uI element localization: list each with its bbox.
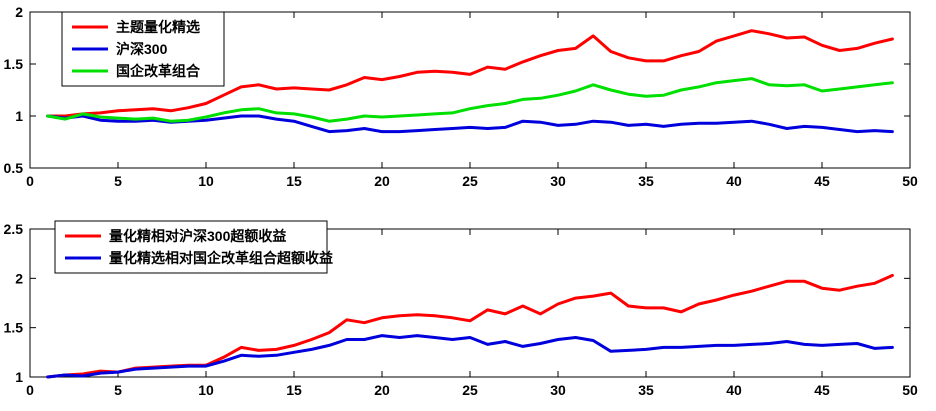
y-tick-label: 2.5 bbox=[4, 221, 24, 237]
y-tick-label: 2 bbox=[15, 4, 23, 20]
y-tick-label: 2 bbox=[15, 270, 23, 286]
x-tick-label: 15 bbox=[286, 173, 302, 189]
x-tick-label: 40 bbox=[726, 173, 742, 189]
x-tick-label: 50 bbox=[902, 382, 918, 398]
legend-label: 主题量化精选 bbox=[116, 19, 200, 35]
series-line bbox=[46, 114, 894, 134]
legend-box bbox=[54, 220, 328, 274]
series-line bbox=[46, 334, 894, 379]
legend-label: 国企改革组合 bbox=[116, 63, 201, 79]
x-tick-label: 30 bbox=[550, 382, 566, 398]
excess-return-chart-svg: 0 5 10 15 20 25 30 35 40 45 50 1 1.5 2 2.5 量化精相对沪深300超额… bbox=[4, 220, 918, 398]
x-tick-label: 25 bbox=[462, 173, 478, 189]
x-tick-label: 40 bbox=[726, 382, 742, 398]
x-tick-label: 50 bbox=[902, 173, 918, 189]
x-tick-label: 15 bbox=[286, 382, 302, 398]
x-tick-label: 20 bbox=[374, 382, 390, 398]
x-tick-label: 35 bbox=[638, 173, 654, 189]
x-tick-label: 5 bbox=[114, 382, 122, 398]
y-tick-label: 0.5 bbox=[4, 160, 24, 176]
y-tick-label: 1 bbox=[15, 369, 23, 385]
x-tick-label: 10 bbox=[198, 173, 214, 189]
x-tick-label: 10 bbox=[198, 382, 214, 398]
legend-label: 量化精相对沪深300超额收益 bbox=[109, 228, 286, 244]
legend-label: 沪深300 bbox=[116, 41, 168, 57]
x-tick-label: 45 bbox=[814, 173, 830, 189]
x-tick-label: 25 bbox=[462, 382, 478, 398]
x-tick-label: 45 bbox=[814, 382, 830, 398]
x-tick-label: 35 bbox=[638, 382, 654, 398]
x-tick-label: 0 bbox=[26, 382, 34, 398]
series-line bbox=[46, 29, 894, 118]
x-tick-label: 20 bbox=[374, 173, 390, 189]
x-tick-label: 0 bbox=[26, 173, 34, 189]
y-tick-label: 1.5 bbox=[4, 56, 24, 72]
y-tick-label: 1.5 bbox=[4, 320, 24, 336]
y-tick-label: 1 bbox=[15, 108, 23, 124]
series-line bbox=[46, 77, 894, 123]
bottom-chart: 0 5 10 15 20 25 30 35 40 45 50 1 1.5 2 2.5 量化精相对沪深300超额… bbox=[0, 205, 936, 411]
legend-label: 量化精选相对国企改革组合超额收益 bbox=[109, 250, 333, 266]
x-tick-label: 5 bbox=[114, 173, 122, 189]
series-line bbox=[46, 273, 894, 379]
top-chart: 0 5 10 15 20 25 30 35 40 45 50 0.5 1 1.5 2 主题量化精选 沪深300 国… bbox=[0, 0, 936, 205]
x-tick-label: 30 bbox=[550, 173, 566, 189]
